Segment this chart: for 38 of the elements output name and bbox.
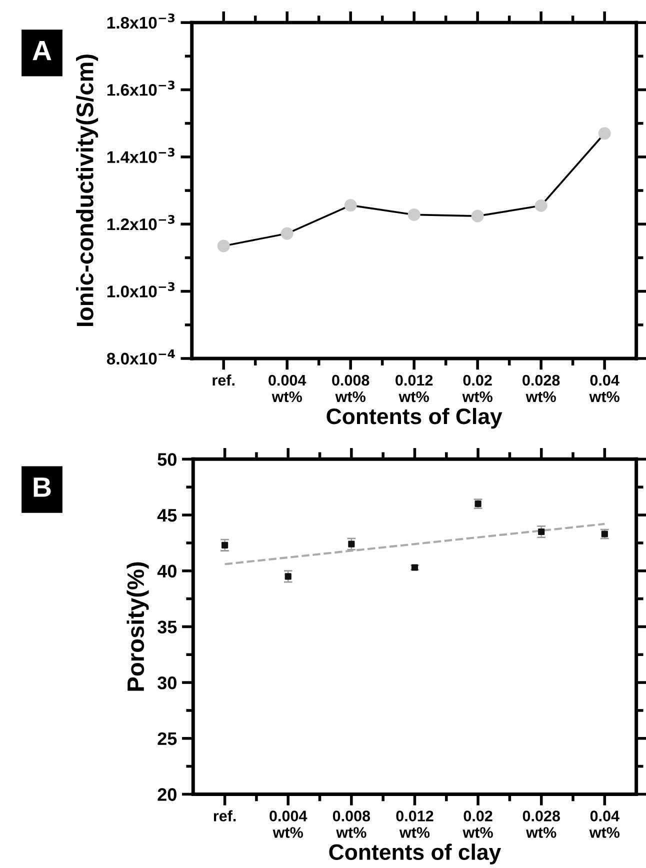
text: B: [34, 478, 51, 497]
y-tick-label: 1.4x10$^{−3}$: [107, 148, 174, 164]
x-axis-title: Contents of Clay: [326, 408, 502, 429]
point: [284, 573, 292, 580]
y-tick-label: 8.0x10$^{−4}$: [106, 350, 175, 365]
y-tick-label: 1.2x10$^{−3}$: [107, 214, 174, 230]
y-tick-label: 40: [157, 564, 176, 578]
x-tick-label: 0.008 wt%: [332, 374, 370, 402]
y-axis-title: Ionic-conductivity(S/cm): [76, 54, 98, 326]
x-axis-title: Contents of clay: [329, 844, 502, 864]
y-tick-label: 50: [158, 453, 176, 466]
y-axis-title: Porosity(%): [126, 562, 149, 691]
x-tick-label: 0.012 wt%: [396, 374, 433, 402]
x-tick-label: 0.028 wt%: [522, 810, 560, 838]
point: [222, 542, 228, 548]
x-tick-label: 0.04 wt%: [589, 810, 620, 838]
y-tick-label: 35: [158, 620, 177, 634]
x-tick-label: 0.012 wt%: [396, 810, 434, 838]
x-tick-label: 0.02 wt%: [462, 810, 493, 838]
x-tick-label: 0.008 wt%: [332, 810, 370, 838]
y-tick-label: 45: [157, 509, 177, 522]
x-tick-label: 0.004 wt%: [268, 374, 306, 402]
line-series: [224, 522, 606, 566]
x-tick-label: 0.028 wt%: [522, 374, 560, 402]
point: [348, 540, 355, 548]
x-tick-label: 0.04 wt%: [589, 374, 620, 402]
y-tick-label: 1.0x10$^{−3}$: [107, 282, 174, 298]
point: [538, 528, 545, 536]
y-tick-label: 1.6x10$^{−3}$: [107, 80, 174, 96]
text: A: [32, 41, 52, 60]
y-tick-label: 25: [158, 732, 177, 746]
x-tick-label: ref.: [212, 374, 234, 386]
y-tick-label: 20: [158, 788, 176, 801]
x-tick-label: 0.004 wt%: [270, 810, 308, 838]
x-tick-label: ref.: [214, 810, 236, 822]
y-tick-label: 30: [158, 676, 176, 690]
x-tick-label: 0.02 wt%: [462, 374, 492, 402]
y-tick-label: 1.8x10$^{−3}$: [107, 13, 174, 29]
